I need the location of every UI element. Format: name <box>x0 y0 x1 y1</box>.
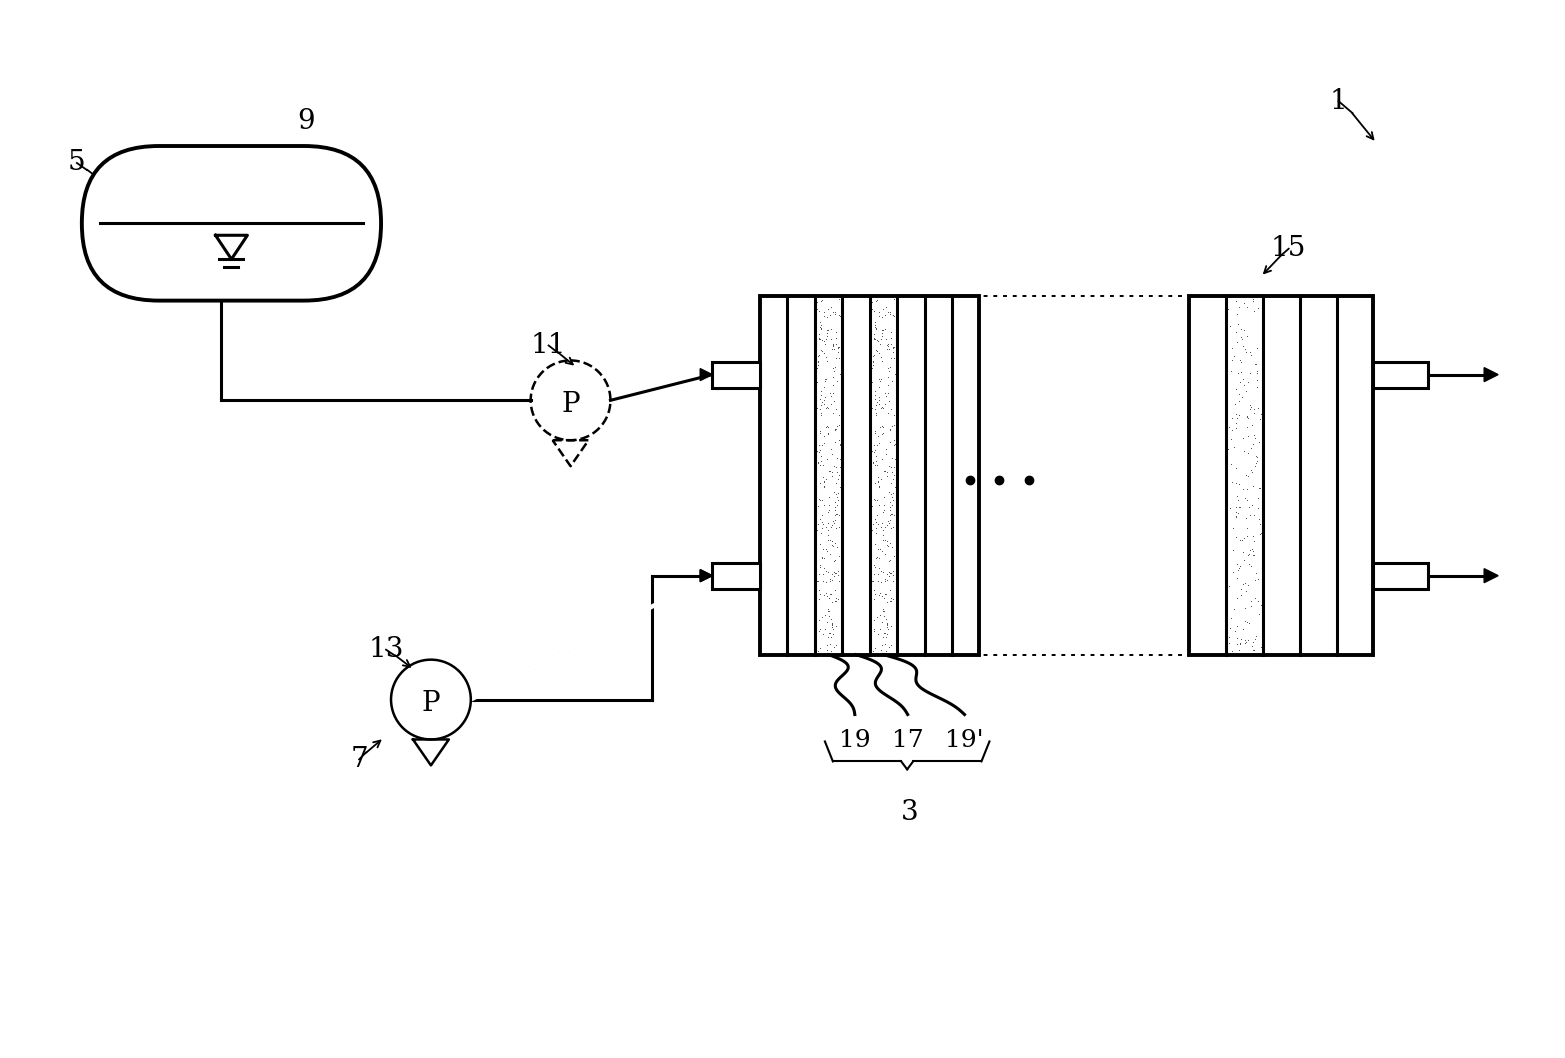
Text: P: P <box>421 690 440 717</box>
Polygon shape <box>700 569 712 582</box>
Bar <box>712 362 761 387</box>
Bar <box>1374 563 1429 588</box>
Text: 19': 19' <box>945 729 984 752</box>
Text: 1: 1 <box>1330 88 1347 114</box>
Text: 13: 13 <box>368 636 404 663</box>
Text: 3: 3 <box>901 799 919 826</box>
Text: 15: 15 <box>1271 235 1307 262</box>
Text: 19: 19 <box>839 729 870 752</box>
Text: P: P <box>562 390 581 418</box>
Polygon shape <box>1484 367 1498 382</box>
Bar <box>712 563 761 588</box>
Polygon shape <box>1484 569 1498 583</box>
Text: 17: 17 <box>892 729 923 752</box>
Text: 11: 11 <box>531 332 567 359</box>
Polygon shape <box>700 569 712 582</box>
Bar <box>1189 295 1374 655</box>
FancyBboxPatch shape <box>81 146 380 300</box>
Text: 9: 9 <box>297 108 315 134</box>
Text: 7: 7 <box>351 746 368 773</box>
Polygon shape <box>700 368 712 381</box>
Bar <box>1374 362 1429 387</box>
Bar <box>761 295 980 655</box>
Text: 5: 5 <box>67 149 86 177</box>
